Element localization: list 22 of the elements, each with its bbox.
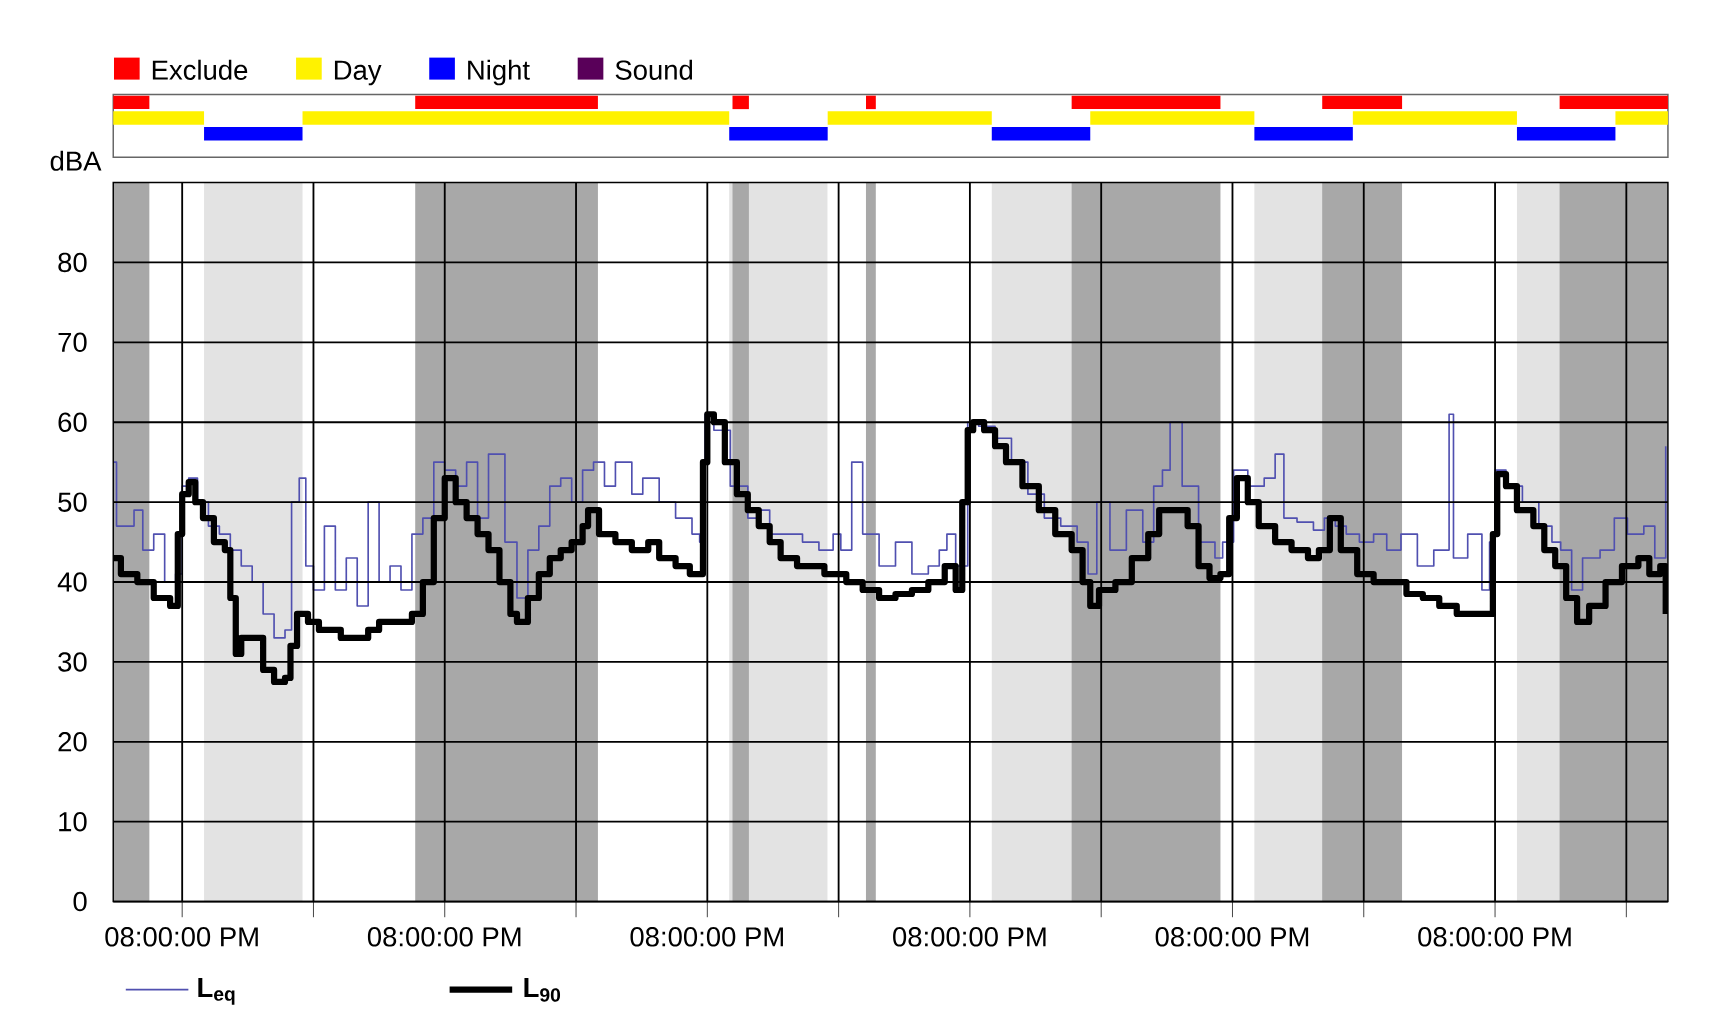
y-tick-label: 10 [59,812,87,832]
y-axis-title: dBA [50,150,102,171]
x-tick-label: 08:00:00 PM [893,927,1046,947]
y-tick-label: 40 [57,572,87,592]
y-tick-label: 80 [58,252,87,273]
legend-label: L$_{90}$ [524,978,561,1002]
y-tick-label: 30 [58,652,87,672]
text: Day [334,60,382,86]
y-tick-label: 20 [58,732,87,752]
x-tick-label: 08:00:00 PM [1418,927,1571,947]
x-tick-label: 08:00:00 PM [105,927,258,947]
y-tick-label: 70 [58,332,87,353]
x-tick-label: 08:00:00 PM [367,927,521,947]
y-tick-label: 60 [58,412,87,433]
y-tick-label: 0 [73,891,87,912]
y-tick-label: 50 [58,492,87,512]
text: Sound [615,59,693,80]
x-tick-label: 08:00:00 PM [630,927,783,947]
legend-label: L$_{eq}$ [198,978,235,1005]
text: Exclude [152,59,248,80]
x-tick-label: 08:00:00 PM [1155,927,1309,947]
text: Night [468,59,530,86]
